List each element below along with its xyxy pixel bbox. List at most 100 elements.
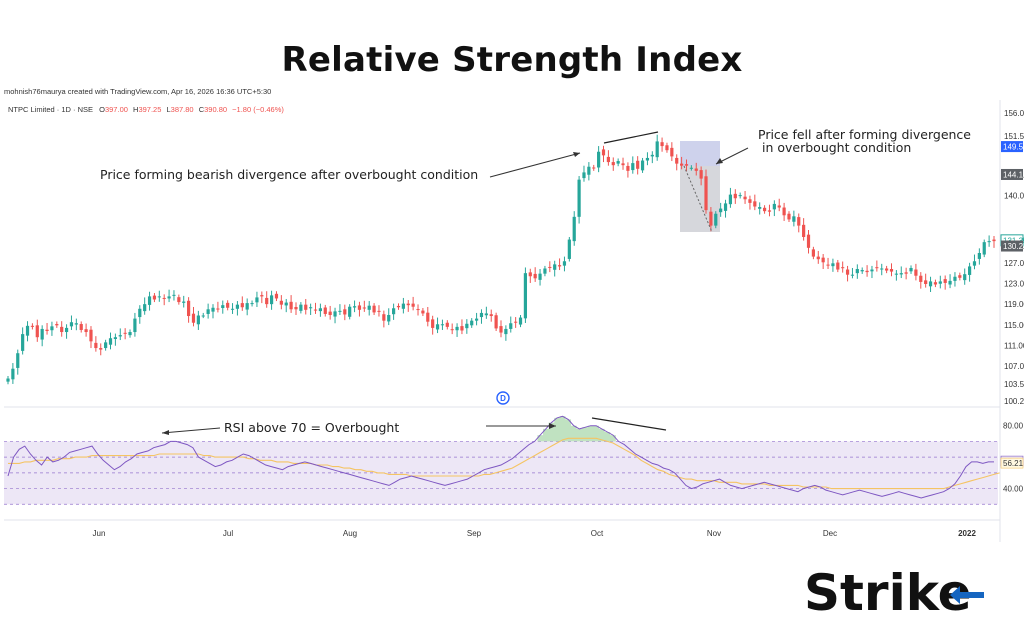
candle-body [55,324,59,326]
candle-body [699,170,703,179]
candle-body [396,305,401,308]
candle-body [226,302,230,308]
candle-body [504,328,508,335]
candle-body [660,142,664,147]
candle-body [235,304,240,309]
candle-body [719,208,723,213]
candle-body [309,307,313,309]
candle-body [514,321,518,323]
candle-body [836,262,840,270]
candle-body [924,280,928,284]
candle-body [587,166,591,175]
price-tag-box [1001,168,1023,180]
time-tick-label: Aug [343,529,357,538]
candle-body [582,172,586,179]
candle-body [435,324,440,330]
candle-body [279,300,283,305]
candle-body [265,297,269,305]
candle-body [172,294,176,296]
candle-body [723,203,728,211]
candle-body [274,293,279,299]
candle-body [387,314,391,322]
candle-body [30,325,35,327]
candle-body [675,157,679,164]
candle-body [474,318,479,321]
time-tick-label: Sep [467,529,482,538]
candle-body [958,275,962,278]
logo-text: Strike [804,564,972,622]
candle-body [684,164,689,166]
candle-body [933,282,938,285]
candle-body [284,302,288,306]
candle-body [733,193,737,199]
candle-body [494,315,498,329]
price-tag-label: 130.25 [1003,242,1024,251]
candle-body [772,203,776,210]
candle-body [987,241,991,243]
candle-body [562,261,567,266]
candle-body [572,216,576,242]
candle-body [245,303,249,310]
candle-body [318,308,322,312]
candle-body [728,194,733,205]
candle-body [377,310,381,312]
candle-body [518,317,523,325]
price-tick-label: 151.50 [1004,132,1024,141]
candle-body [79,324,83,330]
candle-body [616,161,620,164]
price-tick-label: 127.00 [1004,259,1024,268]
rsi-arrowhead-right [549,423,556,429]
candle-body [372,305,376,313]
rsi-tick-label: 40.00 [1003,485,1024,494]
candle-body [411,303,415,307]
candle-body [64,327,69,333]
price-tag-box [1001,141,1023,153]
candle-body [401,303,405,309]
candle-body [460,326,464,331]
candle-body [255,297,259,303]
candle-body [206,309,210,314]
candle-body [382,314,386,321]
candle-body [548,266,552,268]
rsi-overbought-fill [537,416,616,442]
candle-body [357,305,362,310]
candle-body [543,268,547,274]
candle-body [113,337,117,340]
time-tick-label: Nov [707,529,721,538]
candle-body [323,307,327,314]
candle-body [162,297,166,299]
candle-body [60,326,64,333]
candle-body [313,309,318,311]
candle-body [455,326,459,331]
candle-body [948,280,952,285]
candle-body [943,279,947,283]
dividend-marker-circle[interactable] [496,391,510,405]
price-tick-label: 103.50 [1004,380,1024,389]
candle-body [294,306,298,310]
candle-body [865,270,869,273]
open-value: 397.00 [105,105,128,114]
rsi-note: RSI above 70 = Overbought [224,420,399,435]
symbol-name: NTPC Limited · 1D · NSE [8,105,93,114]
candle-body [626,165,630,171]
candle-body [665,145,669,151]
logo-accent-bar [954,592,984,598]
candle-body [445,322,449,327]
high-value: 397.25 [138,105,161,114]
candle-body [528,272,532,277]
rsi-value-tag [1000,457,1024,469]
candle-body [904,272,908,274]
candle-body [118,335,122,337]
candle-body [450,329,454,331]
candle-body [352,306,357,308]
price-tick-label: 100.25 [1004,397,1024,406]
candle-body [767,210,772,212]
candle-body [977,252,981,259]
candle-body [841,267,845,269]
candle-body [782,207,786,216]
page-title: Relative Strength Index [281,40,743,80]
candle-body [35,325,39,338]
candle-body [636,160,640,169]
time-tick-label: 2022 [958,529,976,538]
close-value: 390.80 [204,105,227,114]
